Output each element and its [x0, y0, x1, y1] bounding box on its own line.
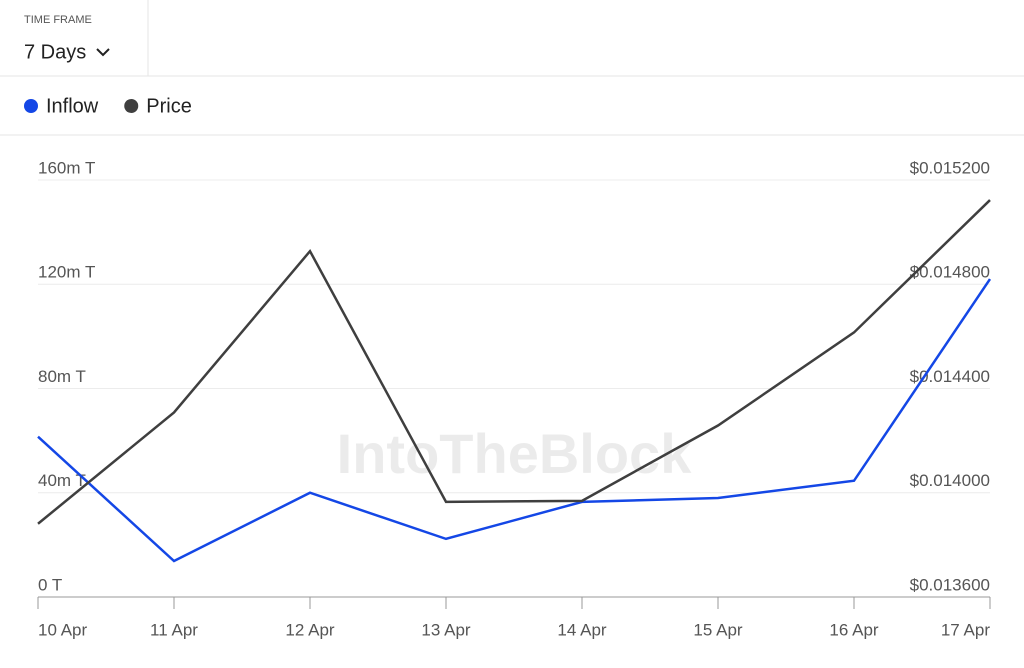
- x-tick-label: 17 Apr: [941, 620, 990, 639]
- legend-label: Inflow: [46, 95, 99, 117]
- timeframe-value[interactable]: 7 Days: [24, 41, 86, 63]
- y-tick-label: 40m T: [38, 471, 86, 490]
- y-tick-label: 120m T: [38, 263, 95, 282]
- timeframe-dropdown[interactable]: 7 Days: [24, 41, 110, 63]
- y2-tick-label: $0.014400: [910, 367, 990, 386]
- legend: Inflow Price: [24, 95, 192, 117]
- timeframe-label: TIME FRAME: [24, 14, 92, 26]
- x-tick-label: 11 Apr: [150, 620, 198, 639]
- x-tick-label: 12 Apr: [285, 620, 334, 639]
- y-tick-label: 160m T: [38, 158, 95, 177]
- x-tick-label: 16 Apr: [829, 620, 878, 639]
- series-line: [37, 278, 992, 563]
- y2-tick-label: $0.014800: [910, 263, 990, 282]
- series-line: [37, 199, 991, 525]
- y-tick-label: 0 T: [38, 575, 62, 594]
- legend-marker: [124, 99, 139, 113]
- x-tick-label: 15 Apr: [693, 620, 742, 639]
- watermark: IntoTheBlock: [337, 422, 693, 485]
- x-tick-label: 10 Apr: [38, 620, 87, 639]
- y2-tick-label: $0.014000: [910, 471, 990, 490]
- y-tick-label: 80m T: [38, 367, 86, 386]
- chevron[interactable]: [96, 48, 110, 57]
- x-tick-label: 13 Apr: [421, 620, 470, 639]
- legend-marker: [24, 99, 38, 113]
- y2-tick-label: $0.015200: [910, 158, 990, 177]
- y2-tick-label: $0.013600: [910, 575, 990, 594]
- x-tick-label: 14 Apr: [557, 620, 606, 639]
- legend-label: Price: [146, 95, 192, 117]
